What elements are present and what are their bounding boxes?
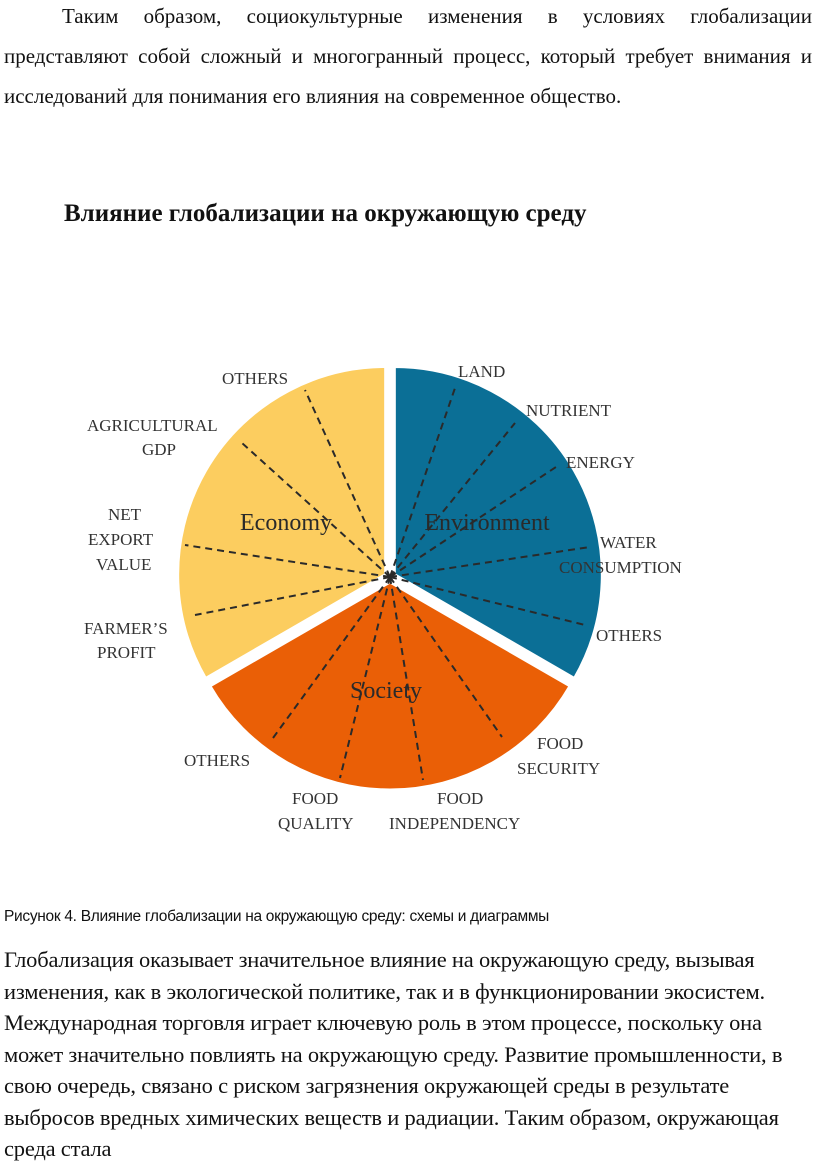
leader-line xyxy=(389,387,456,578)
label-gdp: GDP xyxy=(142,440,176,459)
label-food-independency-1: FOOD xyxy=(437,789,483,808)
label-value: VALUE xyxy=(96,555,151,574)
label-food-quality-2: QUALITY xyxy=(278,814,354,833)
leader-line xyxy=(389,546,591,578)
label-soc-others: OTHERS xyxy=(184,751,250,770)
label-net: NET xyxy=(108,505,142,524)
label-food-security-1: FOOD xyxy=(537,734,583,753)
label-food-quality-1: FOOD xyxy=(292,789,338,808)
body-paragraph: Глобализация оказывает значительное влия… xyxy=(4,947,783,1161)
label-env-others: OTHERS xyxy=(596,626,662,645)
label-profit: PROFIT xyxy=(97,643,156,662)
leader-line xyxy=(339,576,391,779)
leader-line xyxy=(194,576,391,616)
label-agricultural: AGRICULTURAL xyxy=(87,416,218,435)
intro-paragraph: Таким образом, социокультурные изменения… xyxy=(4,4,812,108)
leader-line xyxy=(389,422,516,578)
category-environment: Environment xyxy=(424,510,550,536)
label-food-security-2: SECURITY xyxy=(517,759,600,778)
label-water: WATER xyxy=(600,533,657,552)
leader-line xyxy=(272,576,391,739)
label-export: EXPORT xyxy=(88,530,154,549)
leader-line xyxy=(304,389,391,578)
leader-line xyxy=(241,442,391,578)
label-nutrient: NUTRIENT xyxy=(526,401,612,420)
leader-line xyxy=(389,576,424,781)
figure-caption: Рисунок 4. Влияние глобализации на окруж… xyxy=(4,908,550,925)
leader-line xyxy=(389,576,503,738)
slice-environment xyxy=(392,364,604,681)
category-economy: Economy xyxy=(240,510,332,536)
leader-line xyxy=(389,576,586,626)
label-eco-others: OTHERS xyxy=(222,369,288,388)
slice-economy xyxy=(176,364,388,681)
slice-society xyxy=(207,580,573,792)
label-energy: ENERGY xyxy=(566,453,635,472)
leader-line xyxy=(184,544,391,578)
label-consumption: CONSUMPTION xyxy=(559,558,682,577)
leader-line xyxy=(389,466,557,578)
section-heading: Влияние глобализации на окружающую среду xyxy=(64,200,587,227)
category-society: Society xyxy=(350,678,422,704)
globalization-pie-diagram: Economy Environment Society LAND NUTRIEN… xyxy=(84,362,682,833)
label-farmers: FARMER’S xyxy=(84,619,168,638)
label-food-independency-2: INDEPENDENCY xyxy=(389,814,520,833)
label-land: LAND xyxy=(458,362,505,381)
